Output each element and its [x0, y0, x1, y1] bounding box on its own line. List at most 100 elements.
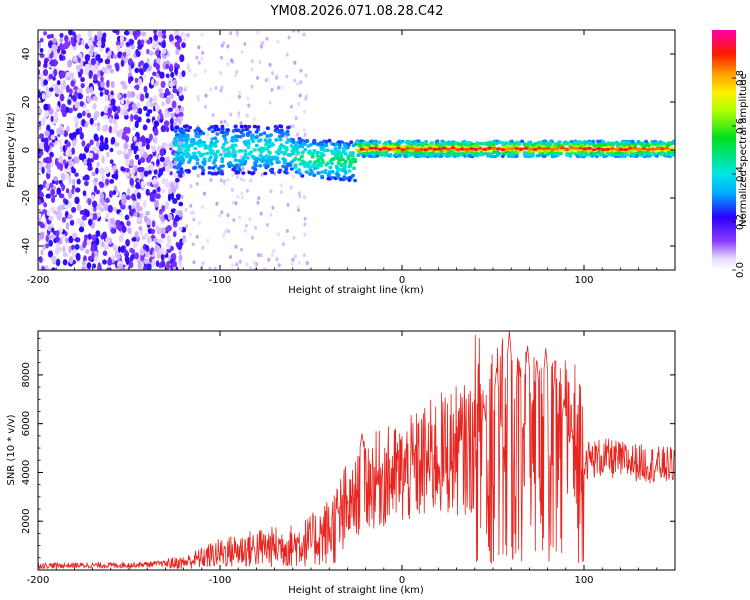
spectrogram-cell — [303, 128, 306, 133]
spectrogram-cell — [76, 65, 81, 73]
spectrogram-cell — [577, 140, 582, 144]
spectrogram-cell — [151, 145, 157, 153]
spectrogram-cell — [237, 90, 241, 95]
spectrogram-cell — [450, 146, 456, 150]
spectrogram-cell — [238, 215, 242, 220]
spectrogram-cell — [450, 142, 455, 147]
spectrogram-cell — [94, 34, 98, 43]
spectrogram-cell — [198, 132, 203, 136]
spectrogram-cell — [430, 141, 435, 145]
spectrogram-cell — [161, 30, 167, 36]
spectrogram-cell — [262, 131, 267, 135]
spectrogram-cell — [183, 152, 188, 157]
spectrogram-cell — [216, 167, 221, 171]
spectrogram-cell — [97, 262, 102, 270]
spectrogram-cell — [247, 103, 251, 108]
spectrogram-cell — [173, 172, 178, 180]
spectrogram-cell — [242, 178, 246, 183]
spectrogram-cell — [436, 147, 442, 151]
spectrogram-cell — [293, 157, 298, 161]
spectrogram-cell — [68, 30, 73, 36]
spectrogram-cell — [93, 133, 99, 141]
spectrogram-cell — [138, 226, 143, 231]
spectrogram-cell — [568, 146, 574, 150]
spectrogram-cell — [71, 188, 75, 195]
spectrogram-cell — [188, 232, 192, 237]
spectrogram-cell — [312, 140, 316, 145]
spectrogram-cell — [281, 242, 285, 247]
spectrogram-cell — [83, 180, 89, 187]
spectrogram-cell — [50, 115, 54, 122]
spectrogram-cell — [231, 149, 236, 154]
spectrogram-cell — [173, 159, 177, 165]
spectrogram-cell — [68, 150, 72, 157]
spectrogram-cell — [184, 207, 188, 212]
spectrogram-cell — [153, 183, 159, 189]
spectrogram-cell — [176, 155, 180, 159]
spectrogram-cell — [51, 43, 57, 52]
spectrogram-cell — [81, 39, 85, 46]
spectrogram-cell — [346, 143, 351, 147]
spectrogram-cell — [281, 164, 286, 169]
spectrogram-cell — [356, 153, 361, 157]
spectrogram-cell — [281, 157, 286, 161]
spectrogram-cell — [112, 207, 118, 212]
snr-y-label: SNR (10 * v/v) — [6, 414, 17, 485]
spectrogram-cell — [146, 57, 150, 65]
spectrogram-cell — [48, 73, 54, 80]
spectrogram-cell — [249, 265, 253, 270]
spectrogram-cell — [59, 53, 63, 61]
spectrogram-cell — [213, 153, 218, 158]
spectrogram-cell — [258, 60, 262, 64]
spectrogram-cell — [257, 253, 261, 258]
spectrogram-cell — [184, 85, 188, 90]
spectrogram-cell — [88, 49, 94, 58]
spectrogram-cell — [188, 68, 191, 73]
spectrogram-cell — [125, 258, 130, 265]
spectrogram-cell — [147, 263, 152, 270]
spectrogram-cell — [239, 177, 243, 182]
spectrogram-cell — [95, 237, 100, 246]
spectrogram-cell — [636, 151, 641, 155]
spectrogram-cell — [156, 227, 162, 235]
snr-x-axis: -200 -100 0 100 — [27, 331, 676, 586]
spectrogram-cell — [159, 112, 164, 120]
spectrogram-cell — [254, 130, 259, 134]
spectrogram-cell — [161, 101, 165, 107]
spectrogram-cell — [167, 107, 174, 112]
spectrogram-cell — [59, 129, 65, 136]
spectrogram-cell — [61, 110, 67, 118]
spectrogram-cell — [407, 141, 412, 146]
spectrogram-cell — [258, 153, 263, 158]
spectrogram-cell — [120, 98, 125, 105]
spectrogram-cell — [252, 148, 257, 152]
spectrogram-x-tick-label: -100 — [209, 275, 232, 286]
spectrogram-cell — [174, 107, 180, 115]
spectrogram-cell — [396, 146, 401, 150]
spectrogram-cell — [83, 158, 87, 167]
spectrogram-cell — [178, 226, 183, 232]
spectrogram-cell — [133, 212, 138, 217]
spectrogram-cell — [349, 140, 354, 144]
spectrogram-cell — [105, 197, 110, 204]
spectrogram-cell — [135, 30, 141, 37]
spectrogram-cell — [177, 172, 184, 178]
spectrogram-cell — [132, 240, 138, 249]
spectrogram-cell — [299, 68, 303, 73]
spectrogram-cell — [247, 170, 252, 175]
spectrogram-cell — [72, 139, 77, 147]
spectrogram-cell — [170, 71, 175, 78]
spectrogram-cell — [141, 74, 147, 79]
spectrogram-cell — [62, 259, 68, 266]
spectrogram-cell — [348, 176, 353, 180]
spectrogram-cell — [128, 208, 135, 217]
spectrogram-cell — [274, 138, 279, 142]
spectrogram-cell — [500, 154, 505, 158]
spectrogram-cell — [140, 180, 145, 189]
spectrogram-cell — [178, 201, 184, 207]
spectrogram-cell — [230, 187, 234, 192]
spectrogram-cell — [441, 146, 447, 150]
spectrogram-cell — [605, 147, 611, 151]
spectrogram-cell — [119, 35, 124, 43]
spectrogram-cell — [565, 141, 570, 145]
